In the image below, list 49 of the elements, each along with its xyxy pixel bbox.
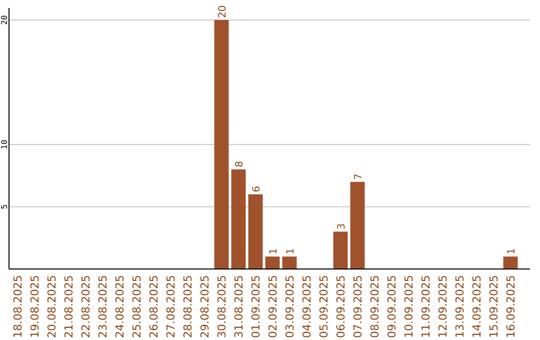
x-tick-label: 19.08.2025 [28, 275, 42, 338]
x-tick-label: 04.09.2025 [300, 275, 314, 338]
x-tick-label: 02.09.2025 [266, 275, 280, 338]
x-tick-label: 29.08.2025 [198, 275, 212, 338]
x-tick-label: 23.08.2025 [96, 275, 110, 338]
x-tick-label: 25.08.2025 [130, 275, 144, 338]
y-tick-label: 10 [0, 140, 9, 150]
x-tick-label: 03.09.2025 [284, 275, 296, 338]
data-label: 3 [336, 223, 348, 230]
x-tick-label: 27.08.2025 [164, 275, 178, 338]
x-tick-label: 09.09.2025 [386, 275, 398, 338]
data-label: 8 [234, 161, 246, 168]
bar [231, 169, 246, 269]
bar [350, 182, 365, 269]
x-tick-label: 31.08.2025 [232, 275, 246, 338]
bar [282, 256, 297, 269]
x-tick-label: 12.09.2025 [436, 275, 450, 338]
bar [503, 256, 518, 269]
x-tick-label: 18.08.2025 [12, 275, 24, 338]
x-tick-label: 11.09.2025 [420, 275, 432, 338]
x-tick-label: 30.08.2025 [216, 275, 228, 338]
data-label: 7 [354, 173, 364, 180]
x-tick-label: 06.09.2025 [334, 275, 348, 338]
data-label: 1 [506, 248, 518, 255]
bar [333, 232, 348, 269]
data-label: 6 [252, 186, 262, 192]
bar [265, 256, 280, 269]
x-tick-label: 08.09.2025 [368, 275, 382, 338]
y-tick-label: 5 [0, 204, 9, 210]
x-tick-label: 16.09.2025 [504, 275, 518, 338]
bar [214, 20, 229, 269]
x-tick-label: 26.08.2025 [148, 275, 160, 338]
x-tick-label: 14.09.2025 [470, 275, 484, 338]
x-tick-label: 13.09.2025 [454, 275, 466, 338]
x-tick-label: 15.09.2025 [488, 275, 500, 338]
x-tick-label: 05.09.2025 [318, 275, 330, 338]
x-tick-label: 07.09.2025 [352, 275, 364, 338]
bar [248, 194, 263, 269]
x-tick-label: 10.09.2025 [402, 275, 416, 338]
x-tick-label: 24.08.2025 [114, 275, 126, 338]
x-tick-label: 21.08.2025 [62, 275, 76, 338]
x-tick-label: 22.08.2025 [80, 275, 92, 338]
data-label: 20 [218, 5, 228, 18]
y-tick-label: 20 [0, 15, 9, 25]
data-label: 1 [286, 248, 296, 255]
x-tick-label: 01.09.2025 [250, 275, 262, 338]
x-tick-label: 20.08.2025 [46, 275, 58, 338]
x-tick-label: 28.08.2025 [182, 275, 194, 338]
data-label: 1 [268, 248, 280, 255]
